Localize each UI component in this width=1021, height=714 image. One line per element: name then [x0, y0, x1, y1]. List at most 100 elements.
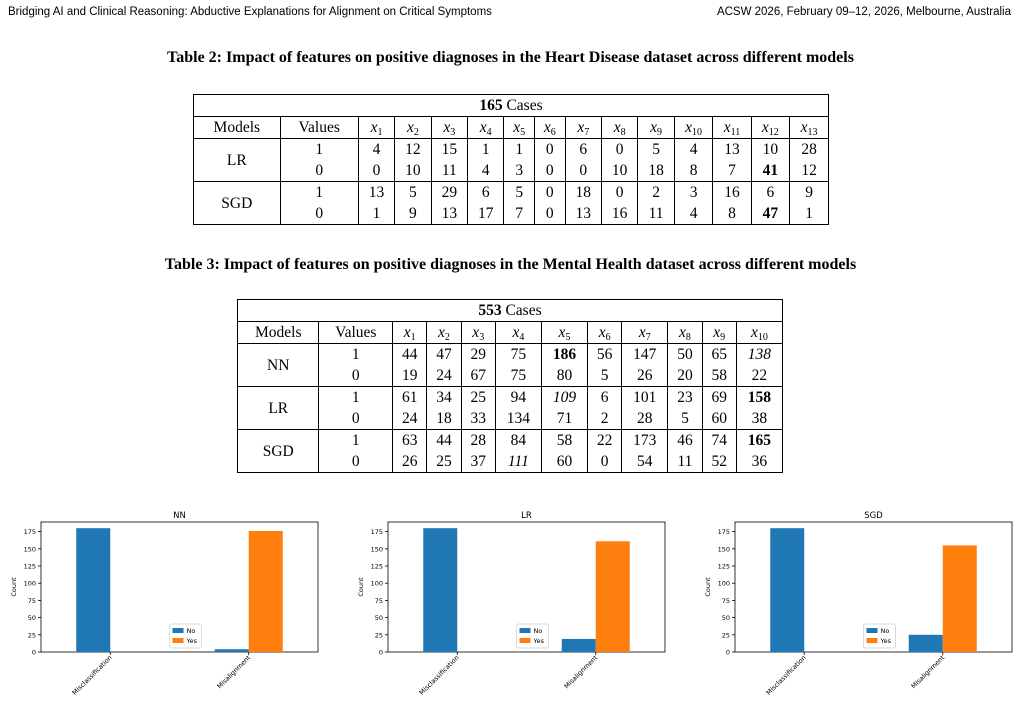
feature-symbol: x	[438, 324, 445, 341]
feature-index: 4	[519, 332, 525, 343]
legend-swatch-no	[866, 628, 878, 633]
legend-label: Yes	[880, 637, 892, 645]
table2-caption: Table 2: Impact of features on positive …	[167, 49, 854, 66]
feature-index: 8	[620, 127, 626, 138]
data-cell: 75	[494, 365, 542, 387]
mental-health-table: 553 Cases Models Values x1 x2 x3 x4 x5 x6 x7 x8 x9 x…	[236, 299, 784, 473]
data-cell: 46	[667, 429, 703, 451]
x-tick-label: Misalignment	[216, 653, 253, 690]
model-name: SGD	[236, 429, 320, 473]
feature-header: x7	[564, 116, 602, 139]
feature-symbol: x	[543, 119, 551, 136]
y-tick-label: 75	[375, 597, 383, 605]
model-name: LR	[193, 138, 281, 182]
feature-index: 5	[520, 127, 526, 138]
data-cell: 3	[503, 160, 535, 182]
legend-swatch-yes	[172, 638, 184, 643]
feature-symbol: x	[403, 324, 411, 341]
bar-no-misalignment	[908, 634, 943, 652]
feature-index: 7	[645, 332, 651, 343]
data-cell: 15	[430, 138, 469, 160]
feature-index: 11	[730, 127, 741, 138]
data-cell: 63	[392, 429, 428, 451]
data-cell: 138	[735, 343, 784, 365]
y-tick-label: 175	[24, 528, 36, 536]
feature-header: x8	[667, 321, 703, 344]
feature-index: 9	[720, 332, 726, 343]
feature-index: 2	[444, 332, 450, 343]
y-tick-label: 0	[32, 649, 36, 657]
feature-index: 10	[692, 127, 703, 138]
feature-index: 2	[413, 127, 419, 138]
value-cell: 0	[318, 365, 394, 387]
data-cell: 11	[430, 160, 469, 182]
feature-symbol: x	[650, 119, 658, 136]
feature-index: 8	[685, 332, 691, 343]
legend-label: No	[187, 627, 196, 635]
feature-index: 3	[450, 127, 456, 138]
feature-symbol: x	[685, 119, 693, 136]
feature-index: 9	[657, 127, 663, 138]
data-cell: 71	[540, 408, 589, 430]
data-cell: 5	[586, 365, 623, 387]
y-tick-label: 150	[24, 545, 36, 553]
data-cell: 158	[735, 386, 784, 408]
value-cell: 0	[318, 408, 394, 430]
feature-symbol: x	[443, 119, 451, 136]
cases-header: 165 Cases	[193, 94, 829, 117]
cases-header: 553 Cases	[237, 299, 783, 322]
feature-symbol: x	[472, 324, 480, 341]
x-tick-label: Misclassification	[71, 654, 114, 697]
x-tick-label: Misalignment	[910, 653, 947, 690]
feature-symbol: x	[479, 119, 487, 136]
feature-header: x7	[621, 321, 669, 344]
data-cell: 18	[637, 160, 675, 182]
data-cell: 52	[701, 451, 737, 473]
y-tick-label: 25	[28, 631, 36, 639]
data-cell: 37	[460, 451, 496, 473]
data-cell: 50	[667, 343, 703, 365]
running-header-venue: ACSW 2026, February 09–12, 2026, Melbour…	[716, 6, 1011, 18]
data-cell: 60	[540, 451, 589, 473]
data-cell: 20	[667, 365, 703, 387]
chart-lr: LR 0 25 50 75 100 125 150 175 Count Misclassificat…	[353, 508, 683, 714]
chart-title: SGD	[864, 511, 883, 521]
data-cell: 44	[426, 429, 462, 451]
data-cell: 147	[621, 343, 669, 365]
y-tick-label: 150	[718, 545, 730, 553]
data-cell: 67	[460, 365, 496, 387]
feature-index: 1	[410, 332, 416, 343]
legend-swatch-yes	[866, 638, 878, 643]
feature-index: 5	[565, 332, 571, 343]
data-cell: 23	[667, 386, 703, 408]
bar-no-misclassification	[423, 528, 458, 652]
table-row: SGD 1 13 5 29 6 5 0 18 0 2 3 16 6 9	[193, 181, 829, 225]
feature-symbol: x	[800, 119, 808, 136]
data-cell: 22	[586, 429, 623, 451]
data-cell: 111	[494, 451, 542, 473]
cases-label: Cases	[506, 97, 543, 114]
data-cell: 1	[467, 138, 505, 160]
feature-index: 4	[486, 127, 492, 138]
x-tick-label: Misalignment	[563, 653, 600, 690]
data-cell: 13	[430, 203, 469, 225]
data-cell: 47	[750, 203, 791, 225]
legend-swatch-no	[172, 628, 184, 633]
data-cell: 38	[735, 408, 784, 430]
chart-title: LR	[521, 511, 532, 521]
feature-header: x9	[637, 116, 675, 139]
data-cell: 60	[701, 408, 737, 430]
data-cell: 34	[426, 386, 462, 408]
data-cell: 0	[357, 160, 396, 182]
data-cell: 1	[789, 203, 829, 225]
y-tick-label: 0	[379, 649, 383, 657]
data-cell: 7	[712, 160, 752, 182]
y-axis-label: Count	[10, 577, 18, 597]
data-cell: 54	[621, 451, 669, 473]
legend-swatch-yes	[519, 638, 531, 643]
data-cell: 29	[460, 343, 496, 365]
data-cell: 0	[534, 181, 566, 203]
data-cell: 6	[564, 138, 602, 160]
cases-label: Cases	[505, 302, 542, 319]
table-row: 0 1 9 13 17 7 0 13 16 11 4 8 47 1	[194, 203, 829, 225]
